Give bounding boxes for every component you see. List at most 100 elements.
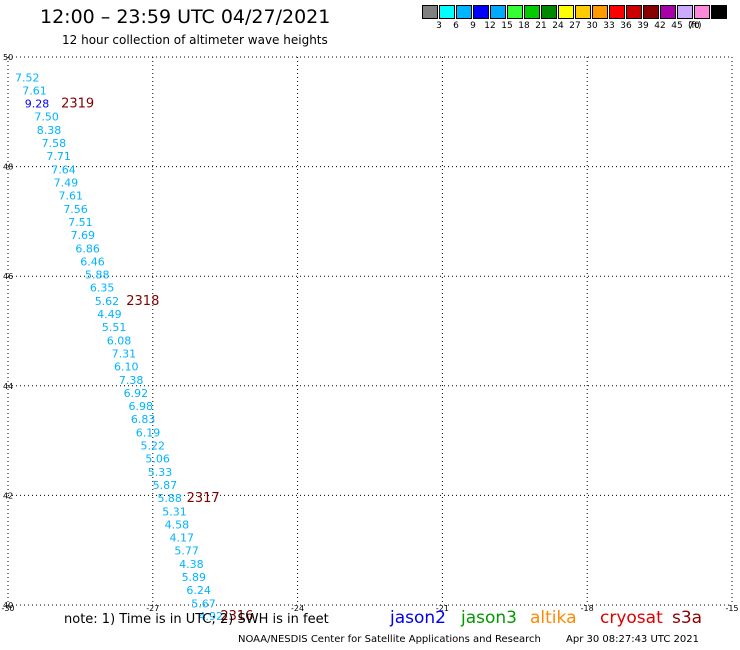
colorbar-label: 42 xyxy=(654,21,666,31)
colorbar-label: 21 xyxy=(535,21,547,31)
colorbar-label: 24 xyxy=(552,21,564,31)
swh-value-label: 7.64 xyxy=(51,163,76,176)
swh-value-label: 7.69 xyxy=(71,229,96,242)
swh-value-label: 6.83 xyxy=(131,413,156,426)
lat-tick-label: 46 xyxy=(3,272,13,281)
lat-lon-grid xyxy=(7,56,733,606)
colorbar-label: 45 xyxy=(671,21,683,31)
legend-jason2: jason2 xyxy=(390,608,446,628)
colorbar-swatch xyxy=(473,5,489,19)
swh-value-label: 5.87 xyxy=(153,479,178,492)
swh-value-label: 7.61 xyxy=(58,190,83,203)
swh-value-label: 6.24 xyxy=(186,584,211,597)
swh-value-label: 7.50 xyxy=(34,111,59,124)
swh-value-label: 4.92 xyxy=(198,610,223,623)
swh-value-label: 5.88 xyxy=(85,269,110,282)
swh-value-label: 8.38 xyxy=(37,124,62,137)
colorbar-unit: (ft) xyxy=(688,21,702,31)
colorbar-swatch xyxy=(456,5,472,19)
swh-value-label: 9.28 xyxy=(25,98,50,111)
colorbar-swatch xyxy=(643,5,659,19)
lon-tick-label: -30 xyxy=(1,604,14,613)
swh-value-label: 6.10 xyxy=(114,361,139,374)
lat-tick-label: 50 xyxy=(3,53,13,62)
lon-tick-label: -24 xyxy=(291,604,304,613)
swh-value-label: 5.22 xyxy=(141,440,166,453)
legend-s3a: s3a xyxy=(672,608,703,628)
swh-value-label: 6.46 xyxy=(80,255,105,268)
colorbar-swatch xyxy=(609,5,625,19)
colorbar-label: 3 xyxy=(436,21,442,31)
footnote: note: 1) Time is in UTC; 2) SWH is in fe… xyxy=(64,612,329,627)
colorbar-swatch xyxy=(541,5,557,19)
colorbar-swatch xyxy=(660,5,676,19)
lon-tick-label: -18 xyxy=(581,604,594,613)
swh-value-label: 5.51 xyxy=(102,321,127,334)
colorbar-label: 39 xyxy=(637,21,649,31)
map-subtitle: 12 hour collection of altimeter wave hei… xyxy=(62,33,328,47)
legend-cryosat: cryosat xyxy=(600,608,663,628)
swh-value-label: 7.52 xyxy=(15,71,40,84)
swh-value-label: 7.49 xyxy=(54,176,79,189)
swh-value-label: 5.31 xyxy=(162,505,187,518)
swh-value-label: 6.19 xyxy=(136,426,161,439)
colorbar-swatch xyxy=(592,5,608,19)
lat-tick-label: 44 xyxy=(3,382,13,391)
pass-number-label: 2318 xyxy=(126,294,159,309)
legend-altika: altika xyxy=(530,608,577,628)
colorbar-swatch xyxy=(439,5,455,19)
lat-tick-label: 40 xyxy=(3,601,13,610)
pass-number-label: 2317 xyxy=(187,491,220,506)
colorbar-label: 30 xyxy=(586,21,598,31)
colorbar-swatch xyxy=(626,5,642,19)
swh-value-label: 7.71 xyxy=(46,150,71,163)
swh-value-label: 7.38 xyxy=(119,374,144,387)
colorbar-swatch xyxy=(711,5,727,19)
swh-value-label: 6.92 xyxy=(124,387,149,400)
colorbar-swatch xyxy=(575,5,591,19)
generated-timestamp: Apr 30 08:27:43 UTC 2021 xyxy=(566,634,699,645)
colorbar-label: 27 xyxy=(569,21,581,31)
swh-value-label: 7.31 xyxy=(112,347,137,360)
swh-value-label: 5.77 xyxy=(174,545,199,558)
legend-jason3: jason3 xyxy=(461,608,517,628)
colorbar-label: 9 xyxy=(470,21,476,31)
swh-value-label: 6.98 xyxy=(128,400,153,413)
swh-value-label: 4.38 xyxy=(179,558,204,571)
swh-value-label: 5.88 xyxy=(157,492,182,505)
colorbar-label: 18 xyxy=(518,21,530,31)
swh-value-label: 5.62 xyxy=(95,295,120,308)
lon-tick-label: -21 xyxy=(436,604,449,613)
colorbar-label: 70 xyxy=(688,21,700,31)
swh-value-label: 4.58 xyxy=(165,518,190,531)
lat-tick-label: 42 xyxy=(3,491,13,500)
colorbar-swatch xyxy=(490,5,506,19)
colorbar-swatch xyxy=(422,5,438,19)
colorbar-label: 12 xyxy=(484,21,496,31)
colorbar-label: 33 xyxy=(603,21,615,31)
swh-value-label: 7.56 xyxy=(63,203,88,216)
colorbar-label: 6 xyxy=(453,21,459,31)
swh-value-label: 7.51 xyxy=(68,216,93,229)
swh-value-label: 5.33 xyxy=(148,466,173,479)
swh-value-label: 5.06 xyxy=(145,453,170,466)
map-title: 12:00 – 23:59 UTC 04/27/2021 xyxy=(40,6,331,28)
pass-number-label: 2319 xyxy=(61,96,94,111)
swh-value-label: 7.58 xyxy=(42,137,67,150)
axis-tick-labels: 50 48 46 44 42 40-30 -27 -24 -21 -18 -15 xyxy=(1,53,738,613)
colorbar-swatch xyxy=(507,5,523,19)
colorbar-swatch xyxy=(694,5,710,19)
lat-tick-label: 48 xyxy=(3,163,13,172)
colorbar-swatch xyxy=(558,5,574,19)
pass-labels: 2319 2318 2317 2316 xyxy=(61,96,253,623)
pass-number-label: 2316 xyxy=(220,609,253,624)
swh-value-label: 6.08 xyxy=(107,334,132,347)
swh-value-label: 6.86 xyxy=(75,242,100,255)
colorbar-label: 15 xyxy=(501,21,513,31)
colorbar-swatch xyxy=(524,5,540,19)
swh-data-points: 7.527.619.287.508.387.587.717.647.497.61… xyxy=(15,71,223,623)
colorbar-swatch xyxy=(677,5,693,19)
swh-value-label: 7.61 xyxy=(22,84,47,97)
credit-line: NOAA/NESDIS Center for Satellite Applica… xyxy=(238,634,541,645)
